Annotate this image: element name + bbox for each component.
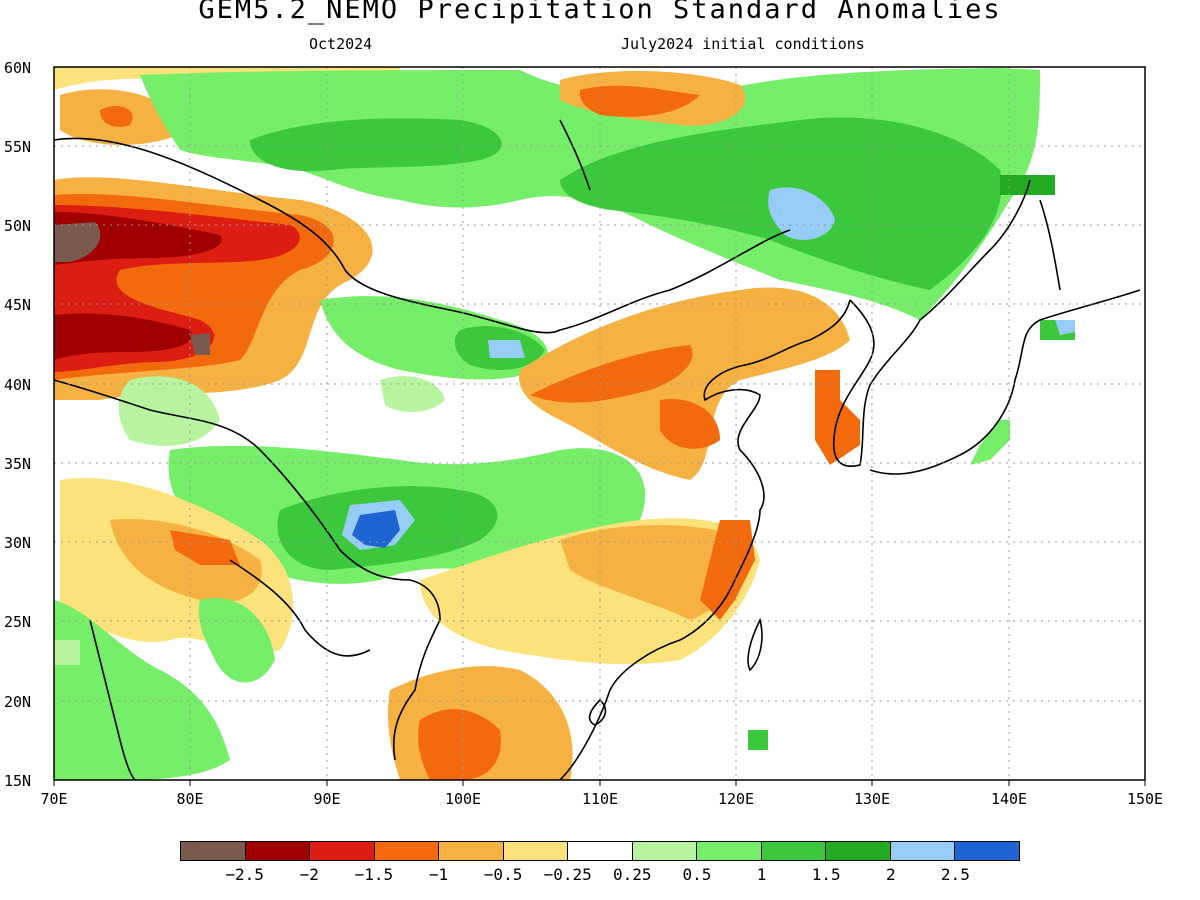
lat-label: 40N (4, 376, 32, 394)
anomaly-field (54, 67, 1145, 780)
colorbar-swatch (503, 842, 569, 860)
initial-conditions: July2024 initial conditions (621, 35, 865, 53)
lat-label: 50N (4, 217, 32, 235)
colorbar-tick-label: −2 (299, 865, 319, 884)
colorbar (180, 841, 1020, 861)
colorbar-tick-label: 2 (885, 865, 896, 884)
colorbar-swatch (632, 842, 698, 860)
tick-marks (53, 780, 1146, 786)
lon-label: 120E (717, 790, 755, 808)
lon-label: 90E (313, 790, 341, 808)
colorbar-tick-label: 0.25 (613, 865, 652, 884)
lat-label: 15N (4, 772, 32, 790)
lat-label: 45N (4, 296, 32, 314)
colorbar-tick-label: 1 (756, 865, 767, 884)
lon-label: 80E (176, 790, 204, 808)
colorbar-swatch (955, 842, 1019, 860)
colorbar-tick-label: −2.5 (225, 865, 264, 884)
colorbar-tick-label: 2.5 (940, 865, 970, 884)
colorbar-swatch (374, 842, 440, 860)
colorbar-tick-label: 1.5 (811, 865, 841, 884)
colorbar-swatch (761, 842, 827, 860)
colorbar-swatch (697, 842, 762, 860)
lon-label: 100E (444, 790, 482, 808)
lon-label: 70E (40, 790, 68, 808)
lon-label: 130E (853, 790, 891, 808)
colorbar-swatch (826, 842, 891, 860)
lat-label: 55N (4, 138, 32, 156)
colorbar-tick-label: −0.5 (483, 865, 523, 884)
colorbar-swatch (245, 842, 311, 860)
lat-label: 60N (4, 59, 32, 77)
lat-label: 25N (4, 613, 32, 631)
colorbar-swatch (890, 842, 956, 860)
colorbar-tick-label: 0.5 (682, 865, 712, 884)
lat-label: 35N (4, 455, 32, 473)
lon-label: 140E (990, 790, 1028, 808)
colorbar-swatch (310, 842, 375, 860)
lat-label: 30N (4, 534, 32, 552)
colorbar-swatch (181, 842, 246, 860)
map-title: GEM5.2_NEMO Precipitation Standard Anoma… (198, 0, 1002, 25)
colorbar-tick-label: −1 (428, 865, 449, 884)
lon-label: 150E (1126, 790, 1164, 808)
lon-label: 110E (581, 790, 619, 808)
coastlines (54, 119, 1141, 780)
forecast-month: Oct2024 (309, 35, 373, 53)
lat-label: 20N (4, 693, 32, 711)
colorbar-tick-label: −1.5 (354, 865, 394, 884)
colorbar-tick-label: −0.25 (543, 865, 592, 884)
colorbar-swatch (439, 842, 504, 860)
colorbar-swatch (568, 842, 633, 860)
